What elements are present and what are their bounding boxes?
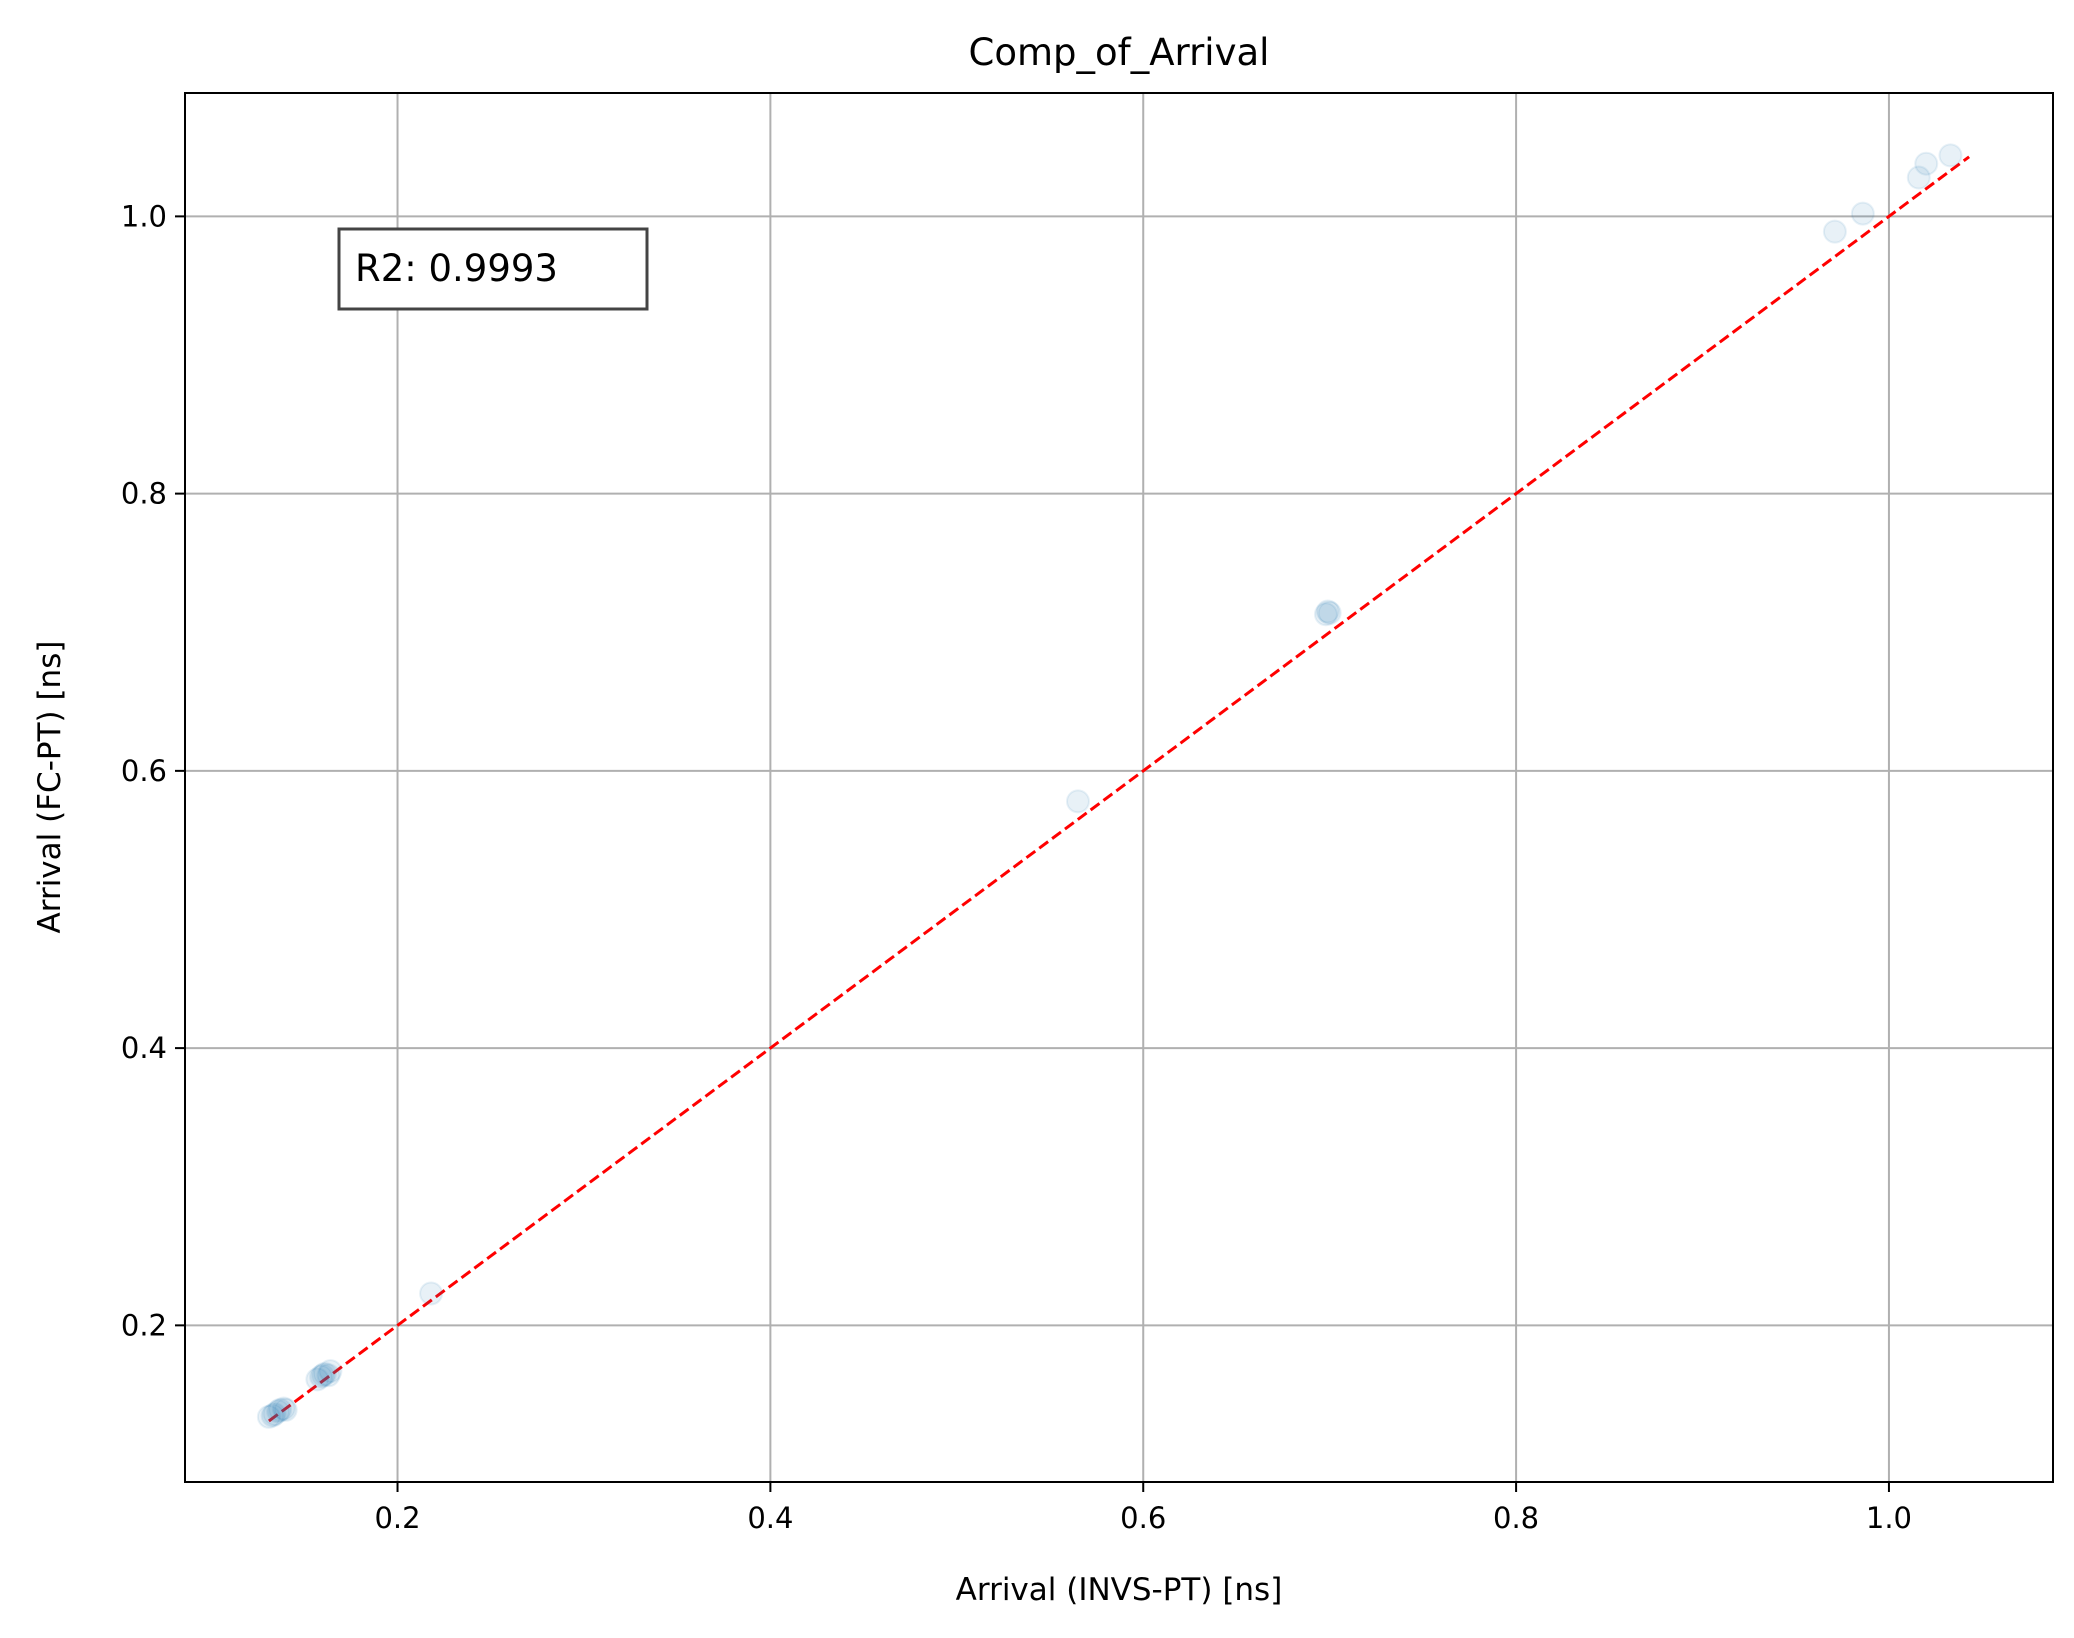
data-point bbox=[260, 1403, 285, 1428]
data-point bbox=[309, 1364, 334, 1389]
data-point bbox=[262, 1402, 287, 1427]
data-point bbox=[268, 1397, 293, 1422]
data-point bbox=[419, 1281, 444, 1306]
data-point bbox=[318, 1359, 343, 1384]
y-tick-label: 0.6 bbox=[121, 754, 167, 788]
grid-lines bbox=[185, 93, 2053, 1482]
y-axis-ticks: 0.2 0.4 0.6 0.8 1.0 bbox=[121, 199, 185, 1342]
data-point bbox=[1850, 201, 1875, 226]
y-tick-label: 0.8 bbox=[121, 477, 167, 511]
data-point bbox=[266, 1399, 291, 1424]
plot-frame bbox=[184, 92, 2054, 1483]
data-point bbox=[1315, 599, 1340, 624]
data-point bbox=[273, 1397, 298, 1422]
r2-annotation: R2: 0.9993 bbox=[337, 227, 649, 311]
data-points bbox=[256, 143, 1963, 1429]
data-point bbox=[1914, 151, 1939, 176]
data-point bbox=[1317, 600, 1342, 625]
y-tick-label: 0.2 bbox=[121, 1308, 167, 1342]
y-tick-label: 0.4 bbox=[121, 1031, 167, 1065]
data-point bbox=[271, 1396, 296, 1421]
x-tick-label: 0.8 bbox=[1493, 1501, 1539, 1535]
x-tick-label: 0.6 bbox=[1120, 1501, 1166, 1535]
r2-annotation-box bbox=[337, 227, 649, 311]
data-point bbox=[310, 1363, 335, 1388]
reference-line bbox=[267, 155, 1971, 1423]
data-point bbox=[305, 1367, 330, 1392]
data-point bbox=[256, 1404, 281, 1429]
r2-annotation-text: R2: 0.9993 bbox=[355, 247, 558, 290]
x-tick-label: 0.2 bbox=[374, 1501, 420, 1535]
data-point bbox=[316, 1363, 341, 1388]
x-tick-label: 1.0 bbox=[1866, 1501, 1912, 1535]
data-point bbox=[1065, 789, 1090, 814]
chart-title: Comp_of_Arrival bbox=[969, 31, 1270, 74]
data-point bbox=[312, 1361, 337, 1386]
x-axis-ticks: 0.2 0.4 0.6 0.8 1.0 bbox=[374, 1482, 1912, 1535]
data-point bbox=[1938, 143, 1963, 168]
reference-line-group bbox=[267, 155, 1971, 1423]
y-axis-label: Arrival (FC-PT) [ns] bbox=[32, 641, 68, 934]
data-point bbox=[1906, 165, 1931, 190]
data-point bbox=[1822, 219, 1847, 244]
y-tick-label: 1.0 bbox=[121, 199, 167, 233]
x-axis-label: Arrival (INVS-PT) [ns] bbox=[956, 1572, 1283, 1608]
x-tick-label: 0.4 bbox=[747, 1501, 793, 1535]
data-point bbox=[1313, 602, 1338, 627]
